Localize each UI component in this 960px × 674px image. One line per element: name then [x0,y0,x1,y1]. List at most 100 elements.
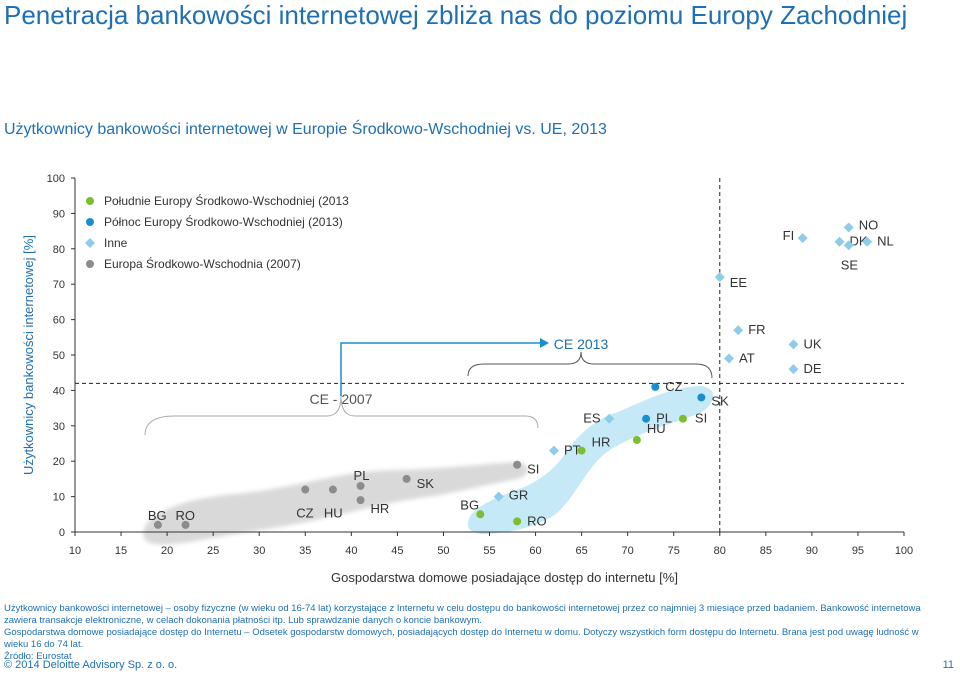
y-tick-label: 10 [53,492,65,504]
point-label-ee: EE [730,275,748,290]
point-pl [356,481,365,490]
cluster-bands [143,386,714,545]
x-tick-label: 70 [622,545,634,557]
point-hu [328,485,337,494]
point-nl [862,236,873,247]
point-dk [834,236,845,247]
legend-label: Południe Europy Środkowo-Wschodniej (201… [104,193,349,208]
point-label-cz: CZ [296,506,313,521]
point-label-gr: GR [509,488,529,503]
y-tick-label: 40 [53,385,65,397]
scatter-chart: 0 10 20 30 40 50 60 70 80 90 100 10 15 20 25 30 35 40 45 50… [21,173,913,585]
point-label-pt: PT [564,443,581,458]
point-label-fi: FI [783,228,795,243]
point-label-hr: HR [371,501,390,516]
point-label-bg: BG [460,497,479,512]
point-cz [651,382,660,391]
point-sk [402,474,411,483]
point-ro [513,517,522,526]
y-tick-label: 90 [53,208,65,220]
point-sk [697,393,706,402]
x-tick-label: 95 [852,545,864,557]
point-label-fr: FR [748,322,765,337]
x-tick-label: 15 [115,545,127,557]
band-ce-2007 [143,462,528,545]
point-label-cz: CZ [665,379,682,394]
point-no [843,222,854,233]
point-pl [642,414,651,423]
point-label-pl: PL [656,411,672,426]
band-ce-2013 [467,386,714,534]
y-tick-label: 30 [53,421,65,433]
legend-swatch [86,197,94,205]
point-es [604,413,615,424]
point-uk [788,339,799,350]
bracket-ce-2013 [467,351,713,379]
arrow-head [540,338,549,348]
point-hr [577,446,586,455]
point-label-uk: UK [803,336,821,351]
point-label-hu: HU [647,421,666,436]
series-1: CZ PL SK [642,379,729,426]
footnote-definition-households: Gospodarstwa domowe posiadające dostęp d… [4,627,919,650]
point-hr [356,496,365,505]
point-bg [153,520,162,529]
copyright: © 2014 Deloitte Advisory Sp. z o. o. [4,659,178,671]
page-number: 11 [942,659,954,671]
y-tick-label: 80 [53,244,65,256]
x-tick-label: 50 [437,545,449,557]
y-axis-title: Użytkownicy bankowości internetowej [%] [21,235,36,475]
point-label-se: SE [841,257,859,272]
x-tick-label: 65 [575,545,587,557]
point-label-dk: DK [850,234,868,249]
y-tick-label: 0 [59,527,65,539]
annotation-ce-2007: CE - 2007 [309,391,372,407]
point-fi [797,233,808,244]
point-at [723,353,734,364]
y-tick-label: 50 [53,350,65,362]
point-bg [476,510,485,519]
x-tick-label: 30 [253,545,265,557]
point-label-hr: HR [592,435,611,450]
page-title: Penetracja bankowości internetowej zbliż… [4,0,908,30]
y-tick-label: 70 [53,279,65,291]
x-tick-label: 80 [714,545,726,557]
point-ro [181,520,190,529]
x-tick-label: 45 [391,545,403,557]
point-ee [714,272,725,283]
x-tick-label: 25 [207,545,219,557]
point-fr [733,325,744,336]
legend-label: Północ Europy Środkowo-Wschodniej (2013) [104,214,343,229]
legend-swatch [86,260,94,268]
point-label-sk: SK [417,476,435,491]
series-3: BG RO CZ HU PL HR SK SI [148,460,539,529]
x-tick-label: 20 [161,545,173,557]
point-de [788,364,799,375]
x-tick-label: 40 [345,545,357,557]
point-label-ro: RO [176,508,196,523]
legend-swatch [85,238,95,248]
point-label-sk: SK [711,393,729,408]
point-cz [301,485,310,494]
series-0: BG RO HR HU SI [460,411,707,529]
point-si [513,460,522,469]
annotation-ce-2013: CE 2013 [554,336,609,352]
footnote-definition-users: Użytkownicy bankowości internetowej – os… [4,603,921,626]
point-gr [493,491,504,502]
y-tick-label: 60 [53,315,65,327]
arrow-2007-to-2013 [340,342,540,396]
source-note: Źródło: Eurostat [4,651,72,662]
x-tick-label: 75 [668,545,680,557]
legend-swatch [86,218,94,226]
point-se [843,240,854,251]
y-tick-label: 20 [53,456,65,468]
point-si [678,414,687,423]
x-tick-label: 100 [895,545,913,557]
x-axis-title: Gospodarstwa domowe posiadające dostęp d… [331,570,678,585]
point-label-bg: BG [148,508,167,523]
point-label-si: SI [527,462,539,477]
point-label-ro: RO [527,513,547,528]
point-label-no: NO [859,218,879,233]
point-label-si: SI [695,411,707,426]
point-label-de: DE [803,361,821,376]
